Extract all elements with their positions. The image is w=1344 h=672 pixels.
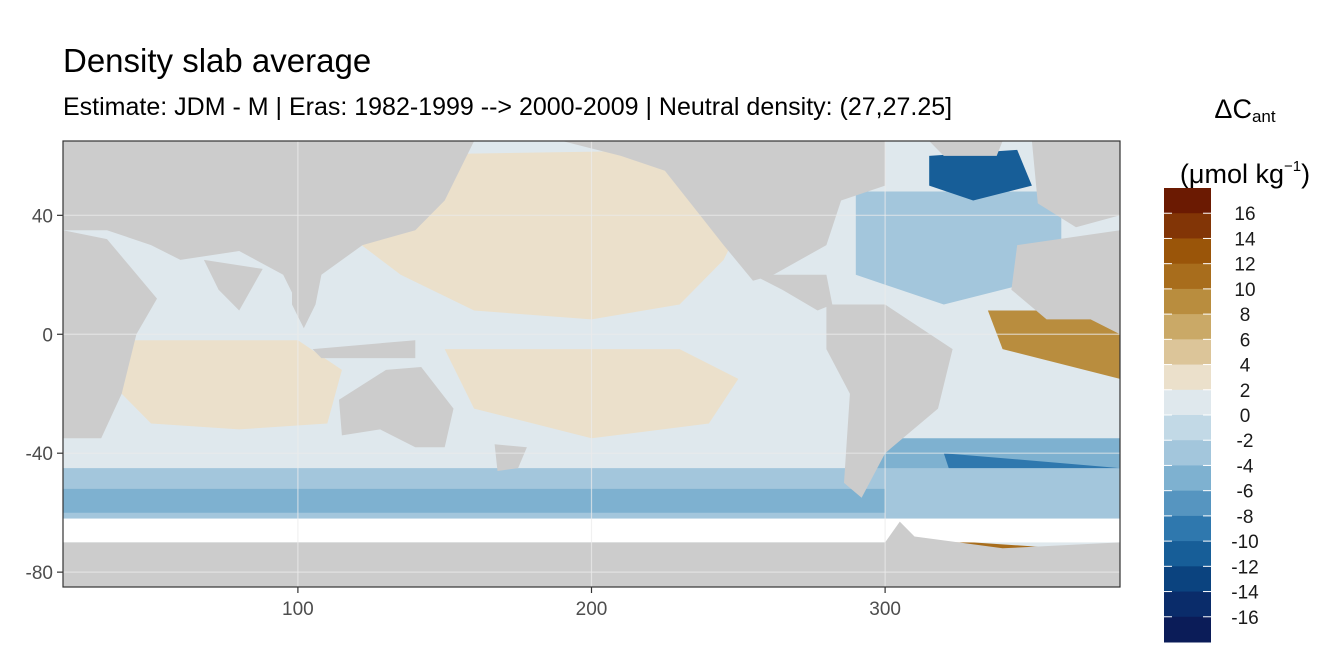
legend-label: 10: [1234, 280, 1255, 301]
legend-label: 0: [1240, 406, 1251, 427]
legend-swatch: [1164, 288, 1211, 315]
x-tick-label: 100: [282, 599, 314, 620]
legend-swatch: [1164, 591, 1211, 618]
land-australia: [339, 367, 454, 448]
legend-swatch: [1164, 364, 1211, 391]
land-india: [203, 259, 263, 311]
legend-label: -4: [1237, 456, 1254, 477]
land-south-america: [826, 304, 953, 498]
field-north-atlantic-blue: [855, 191, 1062, 305]
legend-swatch: [1164, 389, 1211, 416]
legend-label: -6: [1237, 482, 1254, 503]
field-southern-deep: [63, 488, 886, 513]
legend-swatch: [1164, 515, 1211, 542]
land-europe-west: [1031, 141, 1120, 228]
legend-label: 6: [1240, 330, 1251, 351]
legend-title-main: ΔC: [1214, 94, 1252, 124]
legend-label: 8: [1240, 305, 1251, 326]
legend-label: -8: [1237, 507, 1254, 528]
x-tick-label: 300: [869, 599, 901, 620]
legend-title-sub: ant: [1251, 107, 1276, 126]
y-tick-label: 40: [32, 206, 53, 227]
legend-label: -10: [1231, 532, 1258, 553]
legend-swatch: [1164, 541, 1211, 567]
legend-swatch: [1164, 415, 1211, 441]
land-asia-europe: [63, 141, 475, 305]
land-nz: [494, 444, 527, 471]
field-indian-positive: [92, 340, 342, 430]
legend-label: 2: [1240, 381, 1251, 402]
y-tick-label: -80: [26, 563, 53, 584]
legend-title: ΔCant (μmol kg−1): [1160, 84, 1330, 199]
legend-title-unit-post: ): [1301, 159, 1311, 189]
plot-panel: [63, 141, 1120, 587]
legend-swatch: [1164, 440, 1211, 466]
y-tick-label: 0: [42, 325, 53, 346]
legend-swatch: [1164, 188, 1211, 214]
legend-label: -2: [1237, 431, 1254, 452]
land-indonesia: [312, 340, 416, 359]
chart-title: Density slab average: [63, 42, 372, 79]
field-labrador-darkblue: [929, 149, 1032, 201]
land-greenland: [929, 141, 1003, 156]
chart-subtitle: Estimate: JDM - M | Eras: 1982-1999 --> …: [63, 93, 953, 121]
field-guinea-halo: [987, 310, 1120, 379]
legend-label: -16: [1231, 608, 1258, 629]
legend-swatch: [1164, 213, 1211, 239]
legend-label: -14: [1231, 583, 1259, 604]
land-central-america: [753, 274, 833, 311]
legend-title-unit-pre: (μmol kg: [1179, 159, 1284, 189]
legend-swatch: [1164, 465, 1211, 492]
legend-label: 4: [1240, 356, 1251, 377]
legend-swatch: [1164, 566, 1211, 593]
x-tick-label: 200: [576, 599, 608, 620]
legend-swatch: [1164, 490, 1211, 517]
land-southeast-asia: [292, 274, 322, 329]
legend-label: -12: [1231, 557, 1258, 578]
land-africa-west: [1011, 230, 1120, 335]
legend-label: 14: [1234, 229, 1256, 250]
legend-swatch: [1164, 238, 1211, 265]
legend-swatch: [1164, 616, 1211, 643]
y-tick-label: -40: [26, 444, 53, 465]
land-north-america: [562, 141, 886, 281]
legend-label: 12: [1234, 255, 1255, 276]
legend-swatch: [1164, 339, 1211, 366]
legend-swatch: [1164, 314, 1211, 340]
legend-title-unit-sup: −1: [1283, 158, 1302, 175]
legend-swatch: [1164, 263, 1211, 290]
legend-label: 16: [1234, 204, 1255, 225]
